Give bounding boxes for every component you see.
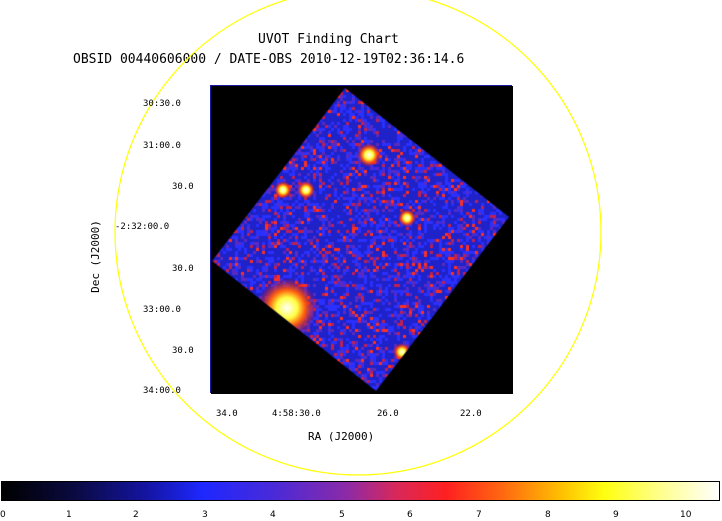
colorbar-tick-label: 1: [66, 510, 72, 520]
colorbar-tick-label: 5: [339, 510, 345, 520]
y-axis-label: Dec (J2000): [88, 220, 102, 293]
dec-tick-label: -2:32:00.0: [115, 222, 170, 232]
dec-tick-label: 33:00.0: [143, 305, 181, 315]
colorbar: [1, 481, 720, 501]
dec-tick-label: 34:00.0: [143, 386, 181, 396]
chart-subtitle: OBSID 00440606000 / DATE-OBS 2010-12-19T…: [73, 52, 465, 67]
dec-tick-label: 30.0: [172, 346, 194, 356]
colorbar-tick-label: 6: [407, 510, 413, 520]
colorbar-tick-label: 9: [613, 510, 619, 520]
ra-tick-label: 26.0: [377, 409, 399, 419]
dec-tick-label: 31:00.0: [143, 141, 181, 151]
ra-tick-label: 34.0: [216, 409, 238, 419]
source-circle-region[interactable]: [114, 0, 602, 476]
x-axis-label: RA (J2000): [308, 430, 375, 443]
colorbar-tick-label: 8: [545, 510, 551, 520]
dec-tick-label: 30.0: [172, 264, 194, 274]
colorbar-tick-label: 3: [202, 510, 208, 520]
colorbar-tick-label: 4: [270, 510, 276, 520]
colorbar-tick-label: 7: [476, 510, 482, 520]
sky-image: [210, 85, 513, 394]
dec-tick-label: 30:30.0: [143, 99, 181, 109]
dec-tick-label: 30.0: [172, 182, 194, 192]
chart-title: UVOT Finding Chart: [258, 32, 399, 47]
colorbar-tick-label: 0: [0, 510, 6, 520]
ra-tick-label: 22.0: [460, 409, 482, 419]
sky-image-canvas: [211, 86, 513, 394]
colorbar-tick-label: 2: [133, 510, 139, 520]
colorbar-tick-label: 10: [680, 510, 692, 520]
ra-tick-label: 4:58:30.0: [272, 409, 321, 419]
